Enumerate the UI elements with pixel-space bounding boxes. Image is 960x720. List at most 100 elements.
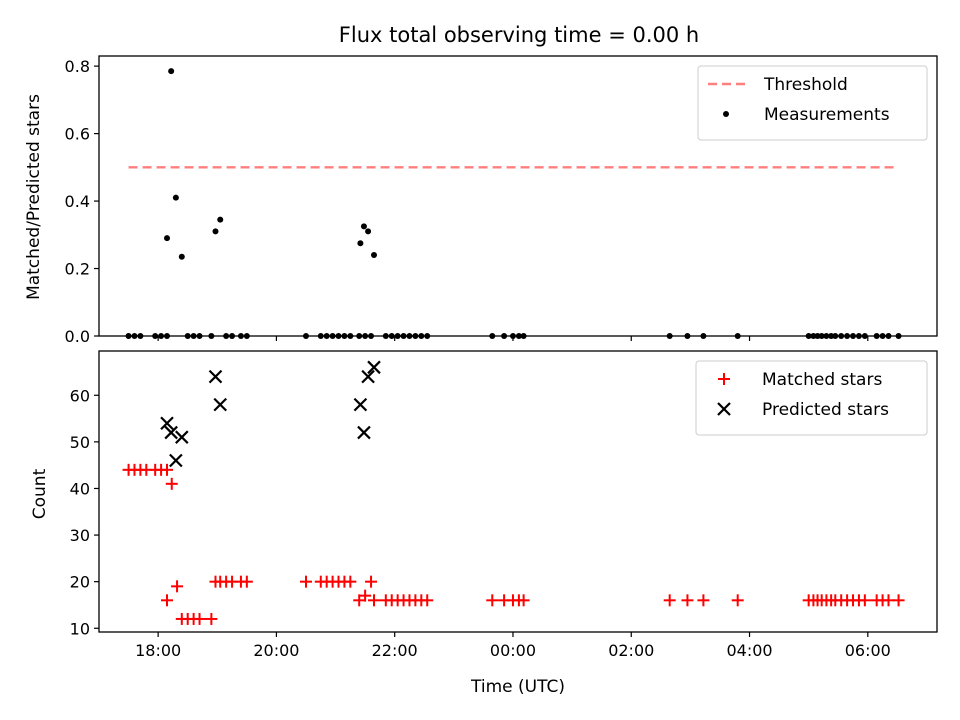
data-point	[317, 333, 324, 339]
data-point-b	[164, 425, 178, 440]
data-point	[341, 333, 348, 339]
data-point	[362, 333, 369, 339]
data-point-b	[169, 453, 183, 468]
data-point	[697, 594, 710, 607]
legend: Threshold Measurements	[697, 65, 928, 141]
data-point-b	[357, 425, 371, 440]
data-point	[137, 333, 144, 339]
y-tick-label: 50	[70, 433, 90, 452]
data-point	[169, 453, 183, 468]
x-tick-label: 22:00	[372, 641, 418, 660]
data-point	[832, 333, 839, 339]
x-axis-label: Time (UTC)	[470, 677, 565, 697]
data-point	[684, 333, 691, 339]
data-point	[152, 333, 159, 339]
y-tick-label: 0.2	[65, 260, 90, 279]
legend-swatch-marker	[718, 373, 730, 385]
data-point	[160, 416, 174, 431]
x-tick-label: 02:00	[608, 641, 654, 660]
series-predicted-stars	[160, 360, 381, 468]
data-point	[335, 333, 342, 339]
data-point	[172, 194, 179, 201]
data-point	[509, 333, 516, 339]
top-panel: 0.0 0.2 0.4 0.6 0.8 Threshold Measurements	[65, 55, 938, 346]
data-point	[223, 333, 230, 339]
data-point	[805, 333, 812, 339]
data-point	[855, 333, 862, 339]
data-point	[357, 425, 371, 440]
data-point	[217, 216, 224, 223]
data-point	[344, 575, 357, 588]
data-point	[213, 397, 228, 412]
y-tick-label: 0.0	[65, 327, 90, 346]
data-point	[382, 333, 389, 339]
y-tick-label: 0.8	[65, 57, 90, 76]
data-point	[356, 333, 363, 339]
data-point	[861, 333, 868, 339]
data-point	[168, 68, 175, 75]
top-y-axis-label: Matched/Predicted stars	[24, 94, 44, 300]
legend-label: Measurements	[764, 105, 890, 125]
legend-swatch-marker	[723, 111, 729, 117]
data-point	[520, 333, 527, 339]
legend-swatch-marker	[717, 402, 731, 416]
data-point	[406, 333, 413, 339]
data-point	[424, 333, 431, 339]
data-point	[367, 360, 381, 375]
data-point-b	[367, 360, 381, 375]
data-point-b	[353, 397, 368, 412]
series-matched-stars	[122, 463, 905, 625]
data-point	[734, 333, 741, 339]
data-point	[125, 333, 132, 339]
data-point	[357, 240, 364, 247]
data-point	[353, 397, 368, 412]
legend-box	[695, 360, 928, 436]
data-point	[360, 223, 367, 230]
legend-label: Threshold	[763, 75, 848, 95]
x-tick-label: 18:00	[135, 641, 181, 660]
data-point	[347, 333, 354, 339]
series-measurements	[125, 68, 902, 339]
y-tick-label: 40	[70, 479, 90, 498]
legend-label: Predicted stars	[762, 400, 889, 420]
data-point-b	[361, 369, 375, 384]
data-point	[165, 477, 178, 490]
data-point	[814, 333, 821, 339]
data-point	[323, 333, 330, 339]
legend: Matched stars Predicted stars	[695, 360, 928, 436]
data-point	[818, 333, 825, 339]
data-point-b	[175, 430, 189, 444]
data-point	[844, 333, 851, 339]
data-point	[164, 235, 171, 242]
bottom-panel: 10 20 30 40 50 60 18:00 20:00 22:00 00:00 02:00 04:…	[70, 350, 938, 660]
y-tick-label: 0.4	[65, 192, 90, 211]
data-point	[171, 580, 184, 593]
data-point	[879, 333, 886, 339]
data-point	[828, 333, 835, 339]
data-point	[517, 594, 530, 607]
data-point	[178, 253, 185, 260]
data-point	[895, 333, 902, 339]
data-point	[367, 594, 380, 607]
data-point	[892, 594, 905, 607]
data-point	[212, 228, 219, 235]
x-tick-label: 00:00	[490, 641, 536, 660]
data-point	[858, 594, 871, 607]
data-point	[731, 594, 744, 607]
data-point	[158, 333, 165, 339]
data-point	[175, 430, 189, 444]
chart-title: Flux total observing time = 0.00 h	[339, 23, 699, 47]
data-point	[365, 228, 372, 235]
data-point	[193, 612, 206, 625]
data-point	[190, 333, 197, 339]
data-point-b	[208, 369, 223, 384]
data-point	[388, 333, 395, 339]
data-point	[885, 333, 892, 339]
data-point	[131, 333, 138, 339]
data-point	[400, 333, 407, 339]
data-point	[164, 425, 178, 440]
x-tick-label: 06:00	[845, 641, 891, 660]
y-tick-label: 10	[70, 619, 90, 638]
data-point	[412, 333, 419, 339]
